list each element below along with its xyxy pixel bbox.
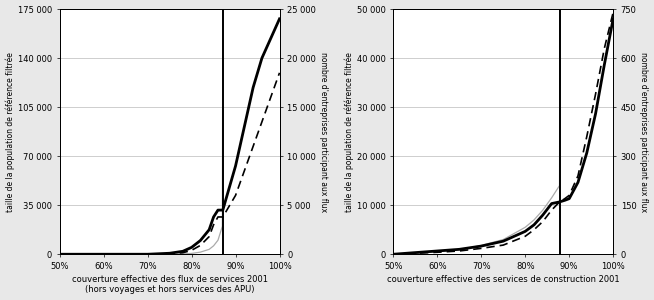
X-axis label: couverture effective des services de construction 2001: couverture effective des services de con… xyxy=(387,275,619,284)
Y-axis label: taille de la population de référence filtrée: taille de la population de référence fil… xyxy=(345,52,354,211)
Y-axis label: nombre d'entreprises participant aux flux: nombre d'entreprises participant aux flu… xyxy=(318,52,328,212)
Y-axis label: nombre d'entreprises participant aux flux: nombre d'entreprises participant aux flu… xyxy=(640,52,649,212)
Y-axis label: taille de la population de référence filtrée: taille de la population de référence fil… xyxy=(5,52,15,211)
X-axis label: couverture effective des flux de services 2001
(hors voyages et hors services de: couverture effective des flux de service… xyxy=(71,275,267,294)
